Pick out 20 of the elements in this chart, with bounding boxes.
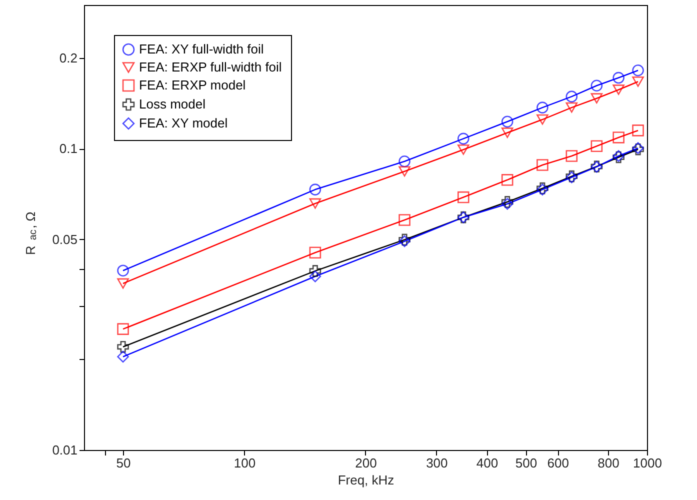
x-axis-title: Freq, kHz — [338, 472, 394, 488]
x-tick-label: 300 — [426, 456, 448, 470]
x-tick-label: 200 — [355, 456, 377, 470]
legend-label: FEA: ERXP full-width foil — [139, 60, 282, 74]
x-tick-label: 100 — [234, 456, 256, 470]
legend-label: FEA: ERXP model — [139, 78, 246, 92]
x-tick-label: 500 — [515, 456, 538, 470]
legend-label: FEA: XY full-width foil — [139, 42, 264, 56]
x-tick-label: 1000 — [633, 456, 662, 470]
x-tick-label: 800 — [598, 456, 620, 470]
legend-label: Loss model — [139, 96, 206, 112]
x-tick-label: 600 — [547, 456, 570, 470]
legend-label: FEA: XY model — [139, 116, 228, 130]
y-tick-label: 0.2 — [59, 50, 78, 66]
y-tick-label: 0.01 — [52, 442, 78, 458]
x-tick-label: 50 — [116, 456, 131, 470]
y-axis-title: Rac, Ω — [23, 211, 39, 255]
y-tick-label: 0.1 — [59, 141, 78, 156]
x-tick-label: 400 — [476, 456, 498, 470]
y-tick-label: 0.05 — [52, 232, 78, 247]
